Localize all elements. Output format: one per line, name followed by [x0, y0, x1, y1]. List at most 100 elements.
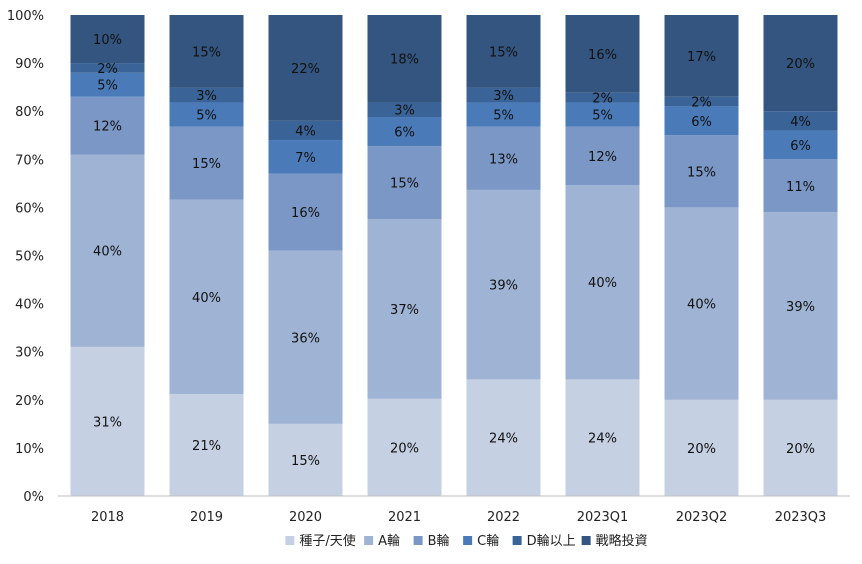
- data-label: 17%: [687, 50, 716, 65]
- legend-swatch: [463, 536, 473, 545]
- x-axis: 2018 2019 2020 2021 2022 2023Q1 2023Q2 2023Q3: [58, 495, 850, 525]
- data-label: 12%: [93, 120, 122, 135]
- data-label: 21%: [192, 439, 221, 454]
- data-label: 40%: [93, 245, 122, 260]
- data-label: 40%: [588, 276, 617, 291]
- legend-swatch: [364, 536, 374, 545]
- data-label: 5%: [97, 79, 118, 94]
- data-label: 6%: [790, 139, 811, 154]
- y-tick-label: 80%: [15, 105, 44, 120]
- data-label: 5%: [493, 109, 514, 124]
- data-label: 20%: [786, 442, 815, 457]
- bar-segment: [70, 15, 145, 64]
- bar-segment: [268, 250, 343, 424]
- data-label: 22%: [291, 62, 320, 77]
- bar-segment: [70, 72, 145, 97]
- data-label: 2%: [97, 62, 118, 77]
- y-tick-label: 0%: [23, 490, 44, 505]
- data-label: 15%: [390, 177, 419, 192]
- bar-segment: [565, 126, 640, 186]
- legend-label: 戰略投資: [596, 533, 648, 549]
- bar-segment: [169, 126, 244, 200]
- legend-label: B輪: [428, 533, 450, 549]
- bar-segment: [367, 15, 442, 103]
- bar-segment: [367, 398, 442, 496]
- data-label: 20%: [390, 441, 419, 456]
- y-tick-label: 70%: [15, 153, 44, 168]
- bar-segment: [565, 102, 640, 127]
- y-tick-label: 50%: [15, 250, 44, 265]
- bar-segment: [664, 96, 739, 107]
- bar-segment: [70, 346, 145, 496]
- bar-segment: [763, 212, 838, 400]
- data-label: 24%: [588, 432, 617, 447]
- data-label: 15%: [489, 45, 518, 60]
- bar-segment: [565, 379, 640, 496]
- data-label: 16%: [588, 48, 617, 63]
- bar-segment: [367, 117, 442, 147]
- bar-segment: [664, 135, 739, 208]
- data-label: 15%: [687, 165, 716, 180]
- bar-segment: [367, 219, 442, 399]
- bar-segment: [169, 102, 244, 127]
- y-tick-label: 30%: [15, 346, 44, 361]
- legend-swatch: [581, 536, 591, 545]
- data-label: 39%: [489, 279, 518, 294]
- bar-segment: [268, 140, 343, 174]
- legend-label: D輪以上: [527, 533, 576, 549]
- y-tick-label: 40%: [15, 298, 44, 313]
- data-label: 20%: [687, 442, 716, 457]
- data-label: 11%: [786, 180, 815, 195]
- bar-segment: [466, 379, 541, 496]
- legend-swatch: [512, 536, 522, 545]
- bar-segment: [367, 146, 442, 220]
- legend-label: C輪: [477, 533, 499, 549]
- x-tick-label: 2021: [388, 510, 421, 525]
- bars: 31% 40% 12% 5% 2% 10% 21% 40% 15% 5% 3% 15% 15% 36% 16…: [70, 15, 838, 496]
- data-label: 40%: [687, 298, 716, 313]
- bar-segment: [664, 15, 739, 97]
- bar-segment: [268, 423, 343, 496]
- bar-segment: [763, 159, 838, 213]
- legend-label: A輪: [378, 533, 400, 549]
- data-label: 37%: [390, 303, 419, 318]
- x-tick-label: 2023Q1: [577, 510, 629, 525]
- x-tick-label: 2020: [289, 510, 322, 525]
- bar-segment: [268, 15, 343, 121]
- data-label: 24%: [489, 432, 518, 447]
- bar-segment: [268, 120, 343, 141]
- bar-segment: [169, 15, 244, 88]
- data-label: 2%: [592, 92, 613, 107]
- y-tick-label: 60%: [15, 201, 44, 216]
- x-tick-label: 2019: [190, 510, 223, 525]
- bar-segment: [70, 63, 145, 73]
- bar-segment: [367, 102, 442, 118]
- bar-segment: [466, 87, 541, 103]
- x-tick-label: 2022: [487, 510, 520, 525]
- bar-segment: [565, 15, 640, 93]
- bar-segment: [664, 106, 739, 136]
- data-label: 15%: [192, 157, 221, 172]
- x-tick-label: 2023Q2: [676, 510, 728, 525]
- legend-label: 種子/天使: [299, 533, 355, 549]
- data-label: 3%: [394, 104, 415, 119]
- bar-segment: [565, 185, 640, 380]
- data-label: 15%: [291, 454, 320, 469]
- data-label: 31%: [93, 415, 122, 430]
- bar-segment: [664, 207, 739, 400]
- data-label: 3%: [196, 89, 217, 104]
- bar-segment: [70, 154, 145, 347]
- data-label: 40%: [192, 291, 221, 306]
- data-label: 12%: [588, 150, 617, 165]
- x-tick-label: 2018: [91, 510, 124, 525]
- bar-segment: [466, 126, 541, 190]
- data-label: 20%: [786, 57, 815, 72]
- y-tick-label: 100%: [7, 9, 44, 24]
- bar-segment: [466, 189, 541, 380]
- bar-segment: [763, 15, 838, 112]
- y-axis: 0% 10% 20% 30% 40% 50% 60% 70% 80% 90% 100%: [7, 9, 44, 505]
- x-tick-label: 2023Q3: [775, 510, 827, 525]
- data-label: 6%: [394, 126, 415, 141]
- data-label: 4%: [295, 124, 316, 139]
